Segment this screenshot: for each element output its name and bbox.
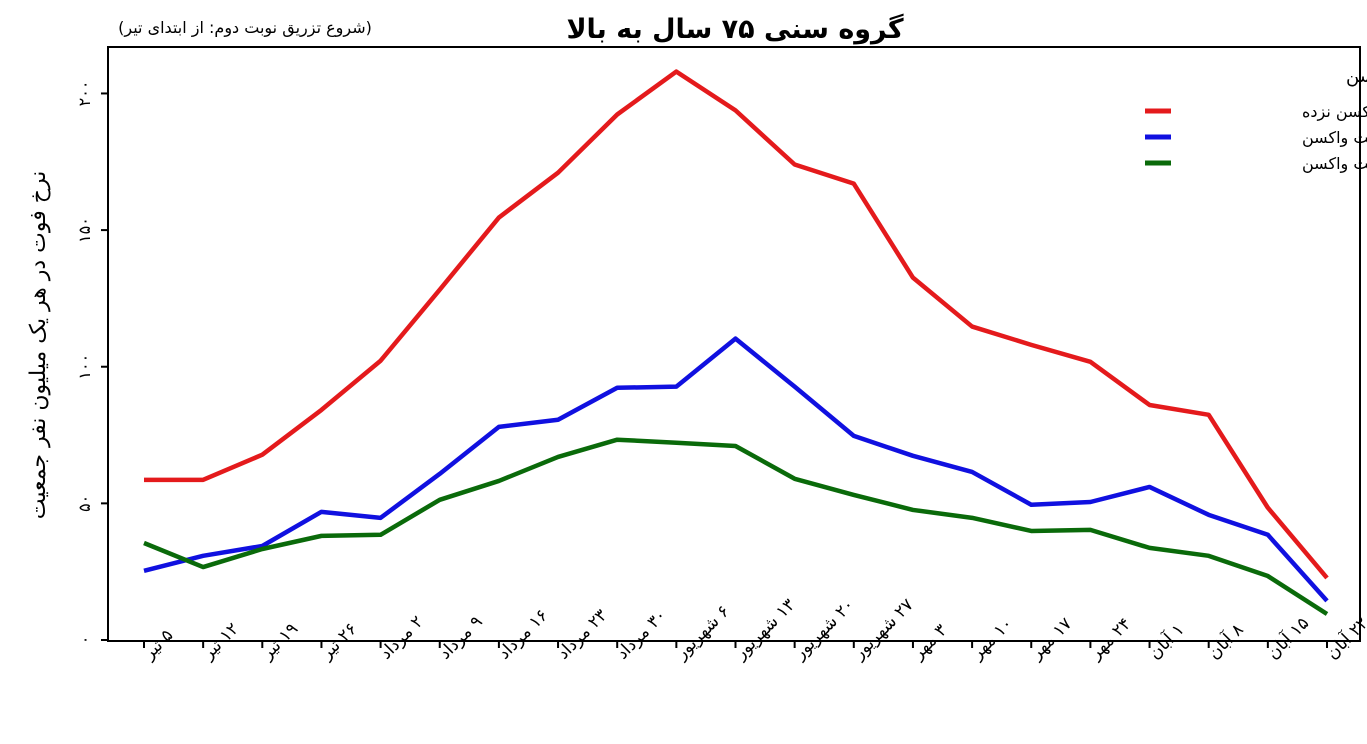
x-tick-label: ۵ تیر [139,625,178,664]
y-tick-label: ۲۰۰ [75,81,94,107]
series-line-2 [143,437,1329,616]
x-tick-label: ۲ مرداد [376,612,428,664]
x-tick-label: ۲۳ مرداد [553,606,611,664]
x-tick-label: ۱۰ مهر [967,614,1017,664]
x-tick-label: ۳۰ مرداد [613,606,671,664]
y-tick-label: ۱۰۰ [75,354,94,380]
x-tick-label: ۹ مرداد [435,612,487,664]
x-tick-label: ۲۴ مهر [1085,614,1135,664]
x-tick-label: ۳ مهر [908,620,952,664]
x-tick-label: ۲۰ شهریور [789,595,858,664]
series-line-1 [143,336,1329,603]
x-tick-label: ۱۳ شهریور [730,595,799,664]
y-tick-label: ۱۵۰ [75,217,94,243]
legend-label: دو نوبت واکسن [1302,154,1367,174]
x-tick-label: ۱۶ مرداد [494,606,552,664]
chart-subtitle: (شروع تزریق نوبت دوم: از ابتدای تیر) [118,18,372,38]
x-tick-label: ۶ شهریور [671,601,734,664]
y-axis-label: نرخ فوت در هر یک میلیون نفر جمعیت [26,171,51,519]
legend-label: یک نوبت واکسن [1302,128,1367,148]
legend-label: واکسن نزده [1302,102,1367,122]
y-tick-label: ۵۰ [75,495,94,512]
series-line-0 [144,69,1329,580]
x-tick-label: ۱۷ مهر [1026,614,1076,664]
legend: وضعیت دریافت واکسن واکسن نزده یک نوبت واک… [1145,66,1367,174]
x-tick-label: ۲۷ شهریور [848,595,917,664]
chart-title: گروه سنی ۷۵ سال به بالا [566,13,903,45]
x-tick-label: ۱۵ آبان [1262,612,1313,663]
x-tick-label: ۲۲ آبان [1321,612,1367,663]
legend-title: وضعیت دریافت واکسن [1346,66,1367,87]
plot-panel [107,46,1361,642]
y-tick-label: ۰ [75,636,94,645]
